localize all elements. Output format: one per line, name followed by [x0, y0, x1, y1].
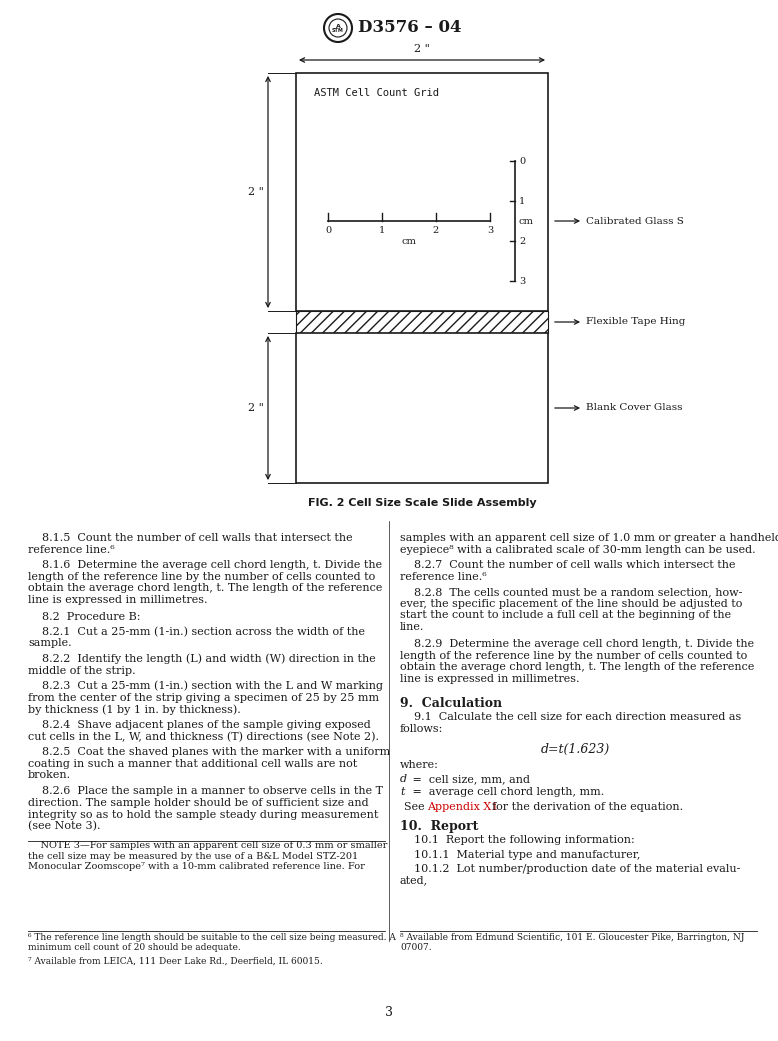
- Text: 10.1  Report the following information:: 10.1 Report the following information:: [400, 835, 635, 845]
- Text: 2 ": 2 ": [248, 187, 264, 197]
- Text: where:: where:: [400, 760, 439, 770]
- Text: ASTM Cell Count Grid: ASTM Cell Count Grid: [314, 88, 439, 98]
- Text: See: See: [404, 802, 428, 812]
- Text: cm: cm: [401, 237, 416, 246]
- Text: 10.1.2  Lot number/production date of the material evalu-
ated,: 10.1.2 Lot number/production date of the…: [400, 864, 741, 886]
- Text: 3: 3: [487, 226, 493, 235]
- Text: 1: 1: [379, 226, 385, 235]
- Text: 2: 2: [433, 226, 439, 235]
- Text: 8.2.3  Cut a 25-mm (1-in.) section with the L and W marking
from the center of t: 8.2.3 Cut a 25-mm (1-in.) section with t…: [28, 681, 383, 715]
- Text: 8.2.1  Cut a 25-mm (1-in.) section across the width of the
sample.: 8.2.1 Cut a 25-mm (1-in.) section across…: [28, 627, 365, 649]
- Text: A: A: [335, 24, 341, 28]
- Text: 9.1  Calculate the cell size for each direction measured as
follows:: 9.1 Calculate the cell size for each dir…: [400, 712, 741, 734]
- Text: d: d: [400, 775, 407, 785]
- Text: 8.2.8  The cells counted must be a random selection, how-
ever, the specific pla: 8.2.8 The cells counted must be a random…: [400, 587, 742, 632]
- Text: 8.1.6  Determine the average cell chord length, t. Divide the
length of the refe: 8.1.6 Determine the average cell chord l…: [28, 560, 382, 605]
- Text: 0: 0: [325, 226, 331, 235]
- Text: Flexible Tape Hing: Flexible Tape Hing: [586, 318, 685, 327]
- Text: 8.2.7  Count the number of cell walls which intersect the
reference line.⁶: 8.2.7 Count the number of cell walls whi…: [400, 560, 735, 582]
- Text: 9.  Calculation: 9. Calculation: [400, 697, 502, 710]
- Text: 8.2.2  Identify the length (L) and width (W) direction in the
middle of the stri: 8.2.2 Identify the length (L) and width …: [28, 654, 376, 676]
- Text: Blank Cover Glass: Blank Cover Glass: [586, 404, 682, 412]
- Text: 1: 1: [519, 197, 525, 205]
- Text: t: t: [400, 787, 405, 797]
- Text: STM: STM: [332, 28, 344, 33]
- Text: =  cell size, mm, and: = cell size, mm, and: [409, 775, 530, 785]
- Text: samples with an apparent cell size of 1.0 mm or greater a handheld
eyepiece⁸ wit: samples with an apparent cell size of 1.…: [400, 533, 778, 555]
- Text: 2 ": 2 ": [414, 44, 430, 54]
- Text: 8.2.9  Determine the average cell chord length, t. Divide the
length of the refe: 8.2.9 Determine the average cell chord l…: [400, 639, 755, 684]
- Text: for the derivation of the equation.: for the derivation of the equation.: [492, 802, 683, 812]
- Text: ⁷ Available from LEICA, 111 Deer Lake Rd., Deerfield, IL 60015.: ⁷ Available from LEICA, 111 Deer Lake Rd…: [28, 957, 323, 966]
- Text: 2: 2: [519, 236, 525, 246]
- Text: 0: 0: [519, 156, 525, 166]
- Text: ⁸ Available from Edmund Scientific, 101 E. Gloucester Pike, Barrington, NJ
07007: ⁸ Available from Edmund Scientific, 101 …: [400, 933, 745, 953]
- Text: Calibrated Glass S: Calibrated Glass S: [586, 217, 684, 226]
- Text: 2 ": 2 ": [248, 403, 264, 413]
- Text: cm: cm: [519, 217, 534, 226]
- Text: 3: 3: [519, 277, 525, 285]
- Text: 8.2.6  Place the sample in a manner to observe cells in the T
direction. The sam: 8.2.6 Place the sample in a manner to ob…: [28, 787, 383, 832]
- Text: 8.1.5  Count the number of cell walls that intersect the
reference line.⁶: 8.1.5 Count the number of cell walls tha…: [28, 533, 352, 555]
- Text: =  average cell chord length, mm.: = average cell chord length, mm.: [409, 787, 605, 797]
- Text: 8.2  Procedure B:: 8.2 Procedure B:: [28, 612, 141, 623]
- Text: 10.  Report: 10. Report: [400, 820, 478, 833]
- Text: 8.2.5  Coat the shaved planes with the marker with a uniform
coating in such a m: 8.2.5 Coat the shaved planes with the ma…: [28, 747, 391, 780]
- Text: 8.2.4  Shave adjacent planes of the sample giving exposed
cut cells in the L, W,: 8.2.4 Shave adjacent planes of the sampl…: [28, 720, 379, 742]
- Text: 3: 3: [385, 1007, 393, 1019]
- Bar: [296, 73, 548, 311]
- Text: d=t(1.623): d=t(1.623): [541, 743, 610, 756]
- Bar: [296, 333, 548, 483]
- Bar: [296, 311, 548, 333]
- Text: Appendix X1: Appendix X1: [427, 802, 499, 812]
- Text: NOTE 3—For samples with an apparent cell size of 0.3 mm or smaller
the cell size: NOTE 3—For samples with an apparent cell…: [28, 841, 387, 871]
- Text: FIG. 2 Cell Size Scale Slide Assembly: FIG. 2 Cell Size Scale Slide Assembly: [307, 498, 536, 508]
- Text: D3576 – 04: D3576 – 04: [358, 20, 461, 36]
- Text: ⁶ The reference line length should be suitable to the cell size being measured. : ⁶ The reference line length should be su…: [28, 933, 396, 953]
- Text: 10.1.1  Material type and manufacturer,: 10.1.1 Material type and manufacturer,: [400, 849, 640, 860]
